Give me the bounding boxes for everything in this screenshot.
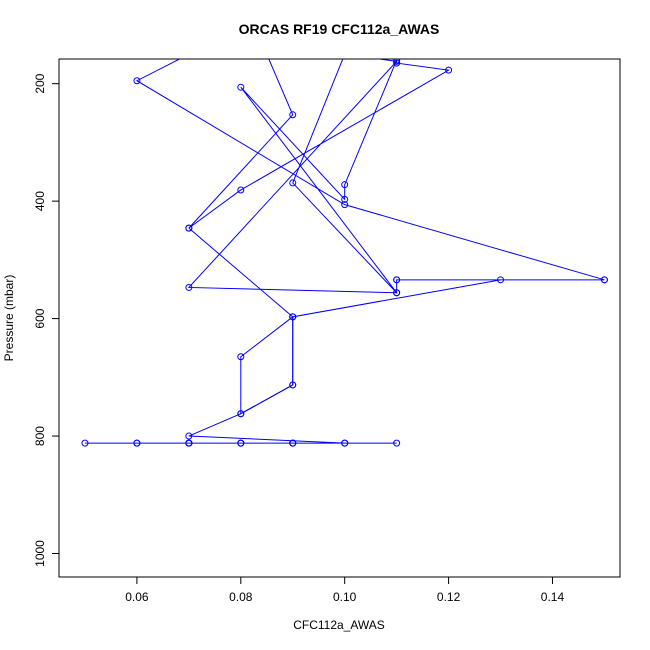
data-point — [237, 410, 245, 418]
data-point — [237, 353, 245, 361]
y-axis: 200 400 600 800 1000 — [33, 73, 60, 567]
data-point — [600, 276, 608, 284]
data-point — [133, 77, 141, 85]
data-point — [264, 51, 270, 57]
x-tick-label: 0.12 — [437, 590, 461, 604]
y-tick-label: 1000 — [33, 540, 47, 567]
x-tick-label: 0.14 — [541, 590, 565, 604]
x-axis-label: CFC112a_AWAS — [293, 618, 385, 632]
data-point — [237, 186, 245, 194]
data-point — [81, 439, 89, 447]
y-tick-label: 400 — [33, 191, 47, 211]
series-line — [84, 59, 605, 444]
data-point — [237, 439, 245, 447]
x-tick-label: 0.10 — [333, 590, 357, 604]
data-point — [186, 51, 192, 57]
data-point — [185, 432, 193, 440]
data-point — [342, 51, 348, 57]
data-point — [133, 439, 141, 447]
data-point — [289, 381, 297, 389]
data-point — [341, 201, 349, 209]
y-axis-label: Pressure (mbar) — [2, 275, 16, 362]
data-point — [445, 66, 453, 74]
data-point — [289, 313, 297, 321]
data-point — [393, 439, 401, 447]
y-tick-label: 200 — [33, 73, 47, 93]
data-point — [341, 181, 349, 189]
y-tick-label: 600 — [33, 308, 47, 328]
data-point — [341, 195, 349, 203]
x-tick-label: 0.08 — [229, 590, 253, 604]
data-point — [393, 289, 401, 297]
plot-frame — [58, 58, 621, 578]
chart-title: ORCAS RF19 CFC112a_AWAS — [239, 21, 440, 37]
y-tick-label: 800 — [33, 426, 47, 446]
data-point — [341, 439, 349, 447]
data-point — [393, 276, 401, 284]
series-line — [188, 227, 294, 415]
data-point — [289, 111, 297, 119]
x-axis: 0.06 0.08 0.10 0.12 0.14 — [125, 576, 565, 604]
data-point — [289, 179, 297, 187]
data-point — [393, 59, 401, 65]
data-point — [185, 439, 193, 447]
data-point — [237, 83, 245, 91]
series-layer — [81, 51, 608, 447]
data-point — [185, 283, 193, 291]
data-point — [185, 224, 193, 232]
data-point — [289, 439, 297, 447]
data-point — [497, 276, 505, 284]
x-tick-label: 0.06 — [125, 590, 149, 604]
